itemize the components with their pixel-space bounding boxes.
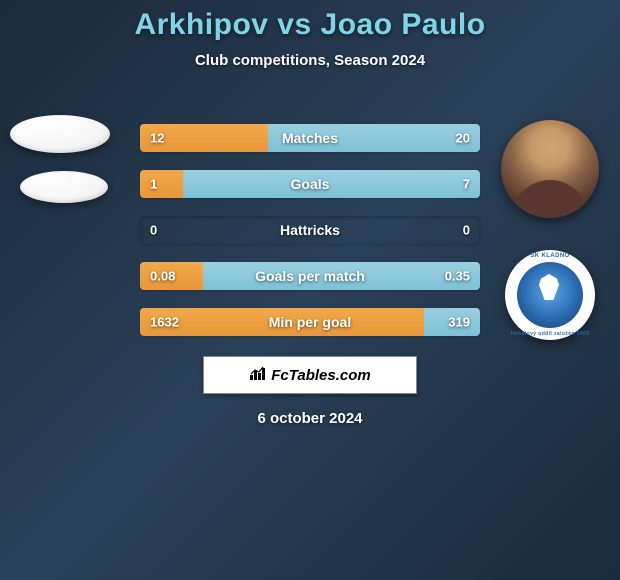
player-right-avatar (501, 120, 599, 218)
page-subtitle: Club competitions, Season 2024 (0, 52, 620, 69)
header: Arkhipov vs Joao Paulo Club competitions… (0, 0, 620, 69)
player-left-placeholder-1 (10, 115, 110, 153)
stat-row: Goals per match0.08 0.35 (140, 262, 480, 290)
chart-icon (249, 365, 267, 386)
stat-label: Goals per match (140, 268, 480, 284)
stat-value-right: 7 (463, 177, 470, 192)
stat-value-left: 1 (150, 177, 157, 192)
stat-value-right: 20 (456, 131, 470, 146)
stat-value-right: 0 (463, 223, 470, 238)
club-badge-inner-icon (517, 262, 583, 328)
date-text: 6 october 2024 (0, 410, 620, 427)
stat-value-left: 0 (150, 223, 157, 238)
stat-label: Matches (140, 130, 480, 146)
stat-row: Min per goal1632 319 (140, 308, 480, 336)
stat-value-left: 12 (150, 131, 164, 146)
stat-value-right: 319 (448, 315, 470, 330)
right-player-column: SK KLADNO fotbalový oddíl založen 1903 (500, 120, 600, 340)
comparison-bars: Matches12 20 Goals1 7 Hattricks0 0 Goals per m… (140, 124, 480, 336)
stat-row: Hattricks0 0 (140, 216, 480, 244)
left-player-column (10, 115, 110, 221)
player-left-placeholder-2 (20, 171, 108, 203)
club-badge: SK KLADNO fotbalový oddíl založen 1903 (505, 250, 595, 340)
club-badge-text-top: SK KLADNO (530, 253, 569, 259)
stat-row: Goals1 7 (140, 170, 480, 198)
brand-badge: FcTables.com (203, 356, 417, 394)
stat-value-left: 1632 (150, 315, 179, 330)
brand-text: FcTables.com (271, 367, 370, 384)
stat-label: Goals (140, 176, 480, 192)
club-badge-text-bottom: fotbalový oddíl založen 1903 (511, 331, 590, 337)
stat-label: Min per goal (140, 314, 480, 330)
stat-row: Matches12 20 (140, 124, 480, 152)
stat-value-left: 0.08 (150, 269, 175, 284)
page-title: Arkhipov vs Joao Paulo (0, 8, 620, 42)
stat-label: Hattricks (140, 222, 480, 238)
stat-value-right: 0.35 (445, 269, 470, 284)
